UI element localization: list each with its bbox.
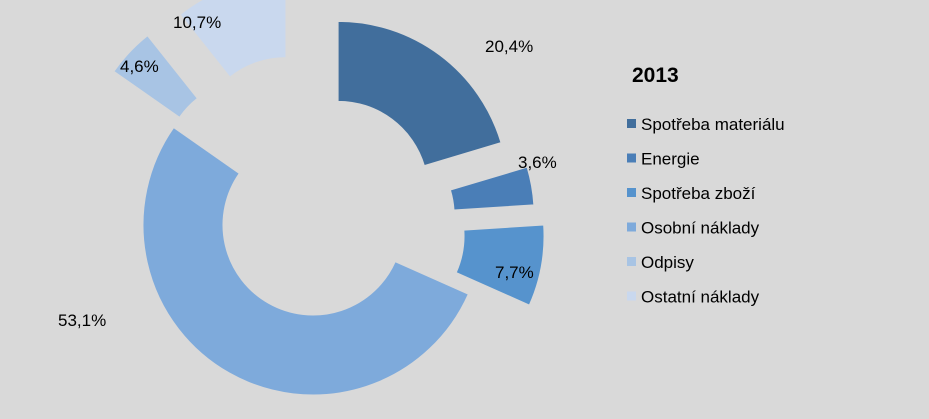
legend: Spotřeba materiálu Energie Spotřeba zboží O… [627, 115, 785, 307]
data-label-2: 3,6% [518, 153, 557, 172]
donut-slice-1 [337, 20, 502, 167]
data-label-5: 4,6% [120, 57, 159, 76]
legend-label-6: Ostatní náklady [641, 288, 760, 307]
legend-swatch-6 [627, 291, 636, 301]
legend-label-1: Spotřeba materiálu [641, 115, 785, 134]
legend-label-5: Odpisy [641, 253, 694, 272]
data-label-1: 20,4% [485, 37, 533, 56]
chart-title: 2013 [632, 64, 679, 87]
legend-swatch-2 [627, 153, 636, 163]
legend-swatch-5 [627, 257, 636, 266]
donut-slice-2 [449, 166, 535, 211]
legend-label-2: Energie [641, 150, 700, 169]
legend-label-3: Spotřeba zboží [641, 184, 756, 203]
legend-swatch-4 [627, 222, 636, 232]
donut-slice-5 [113, 35, 198, 118]
data-label-3: 7,7% [495, 263, 534, 282]
donut-slice-6 [179, 0, 287, 78]
legend-swatch-3 [627, 188, 636, 197]
donut-slice-3 [455, 224, 545, 306]
donut-slice-4 [142, 126, 469, 396]
legend-swatch-1 [627, 119, 636, 128]
legend-label-4: Osobní náklady [641, 219, 760, 238]
data-label-4: 53,1% [58, 311, 106, 330]
data-label-6: 10,7% [173, 13, 221, 32]
